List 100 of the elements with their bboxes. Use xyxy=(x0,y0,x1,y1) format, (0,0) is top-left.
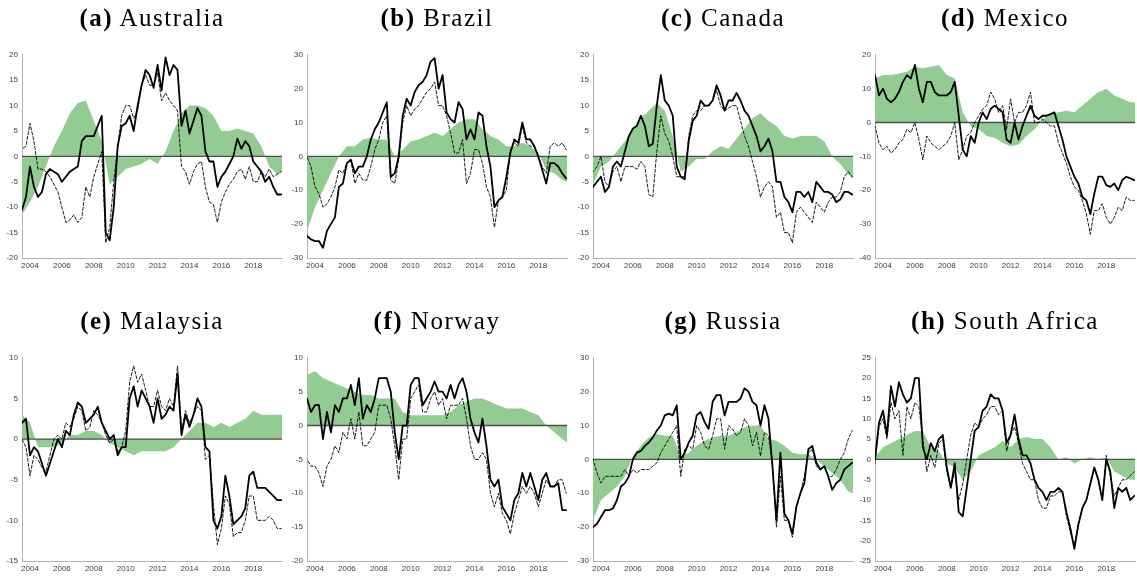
x-tick-label: 2016 xyxy=(783,261,802,270)
y-tick-label: 10 xyxy=(862,413,872,423)
y-tick-label: -15 xyxy=(6,227,19,237)
x-tick-label: 2014 xyxy=(751,564,770,573)
x-tick-label: 2010 xyxy=(687,261,707,270)
x-tick-label: 2010 xyxy=(116,564,136,573)
x-tick-label: 2004 xyxy=(306,564,325,573)
x-tick-label: 2018 xyxy=(244,564,263,573)
y-tick-label: -5 xyxy=(581,177,590,186)
y-tick-label: 25 xyxy=(862,353,872,362)
x-tick-label: 2012 xyxy=(1001,564,1021,573)
x-tick-label: 2018 xyxy=(529,261,548,270)
x-tick-label: 2008 xyxy=(84,564,104,573)
x-tick-label: 2004 xyxy=(21,564,40,573)
y-tick-label: -10 xyxy=(291,488,304,498)
x-tick-label: 2012 xyxy=(148,564,168,573)
x-tick-label: 2008 xyxy=(369,564,389,573)
y-tick-label: 5 xyxy=(298,386,304,396)
chart-title: (a) Australia xyxy=(79,3,225,33)
y-tick-label: -20 xyxy=(291,219,304,229)
x-tick-label: 2006 xyxy=(337,261,357,270)
x-tick-label: 2008 xyxy=(937,261,957,270)
x-tick-label: 2008 xyxy=(655,564,675,573)
y-tick-label: -20 xyxy=(577,522,590,532)
y-tick-label: -25 xyxy=(859,556,872,566)
x-tick-label: 2004 xyxy=(874,564,893,573)
x-tick-label: 2006 xyxy=(337,564,357,573)
x-tick-label: 2006 xyxy=(905,261,925,270)
y-tick-label: 0 xyxy=(866,454,872,464)
x-tick-label: 2018 xyxy=(815,564,834,573)
x-tick-label: 2008 xyxy=(84,261,104,270)
x-tick-label: 2010 xyxy=(969,261,989,270)
x-tick-label: 2004 xyxy=(592,564,611,573)
x-tick-label: 2018 xyxy=(815,261,834,270)
y-tick-label: 20 xyxy=(862,50,872,59)
x-tick-label: 2018 xyxy=(529,564,548,573)
x-tick-label: 2016 xyxy=(1065,261,1084,270)
x-tick-label: 2006 xyxy=(905,564,925,573)
x-tick-label: 2014 xyxy=(465,261,484,270)
y-tick-label: -5 xyxy=(863,474,872,484)
y-tick-label: 15 xyxy=(862,393,872,403)
x-tick-label: 2010 xyxy=(401,564,421,573)
y-tick-label: -20 xyxy=(859,535,872,545)
y-tick-label: 10 xyxy=(580,100,590,110)
x-tick-label: 2018 xyxy=(1097,564,1116,573)
x-tick-label: 2006 xyxy=(52,564,72,573)
chart-title: (f) Norway xyxy=(373,306,501,336)
y-tick-label: -10 xyxy=(6,515,19,525)
x-tick-label: 2016 xyxy=(212,261,231,270)
y-tick-label: 0 xyxy=(13,434,19,444)
y-tick-label: -5 xyxy=(295,454,304,464)
y-tick-label: 15 xyxy=(9,75,19,85)
x-tick-label: 2016 xyxy=(212,564,231,573)
x-tick-label: 2014 xyxy=(1033,261,1052,270)
x-tick-label: 2012 xyxy=(1001,261,1021,270)
x-tick-label: 2010 xyxy=(401,261,421,270)
x-tick-label: 2016 xyxy=(497,261,516,270)
x-tick-label: 2018 xyxy=(1097,261,1116,270)
x-tick-label: 2010 xyxy=(687,564,707,573)
y-tick-label: -10 xyxy=(859,151,872,161)
y-tick-label: 20 xyxy=(294,83,304,93)
y-tick-label: 10 xyxy=(294,117,304,127)
x-tick-label: 2012 xyxy=(719,564,739,573)
y-tick-label: 0 xyxy=(584,454,590,464)
x-tick-label: 2006 xyxy=(52,261,72,270)
y-tick-label: -15 xyxy=(577,227,590,237)
x-tick-label: 2008 xyxy=(937,564,957,573)
y-tick-label: -5 xyxy=(10,177,19,186)
x-tick-label: 2008 xyxy=(655,261,675,270)
y-tick-label: -5 xyxy=(10,474,19,484)
y-tick-label: -30 xyxy=(291,253,304,263)
x-tick-label: 2014 xyxy=(751,261,770,270)
x-tick-label: 2012 xyxy=(433,564,453,573)
x-tick-label: 2004 xyxy=(306,261,325,270)
x-tick-label: 2012 xyxy=(433,261,453,270)
x-tick-label: 2008 xyxy=(369,261,389,270)
x-tick-label: 2018 xyxy=(244,261,263,270)
x-tick-label: 2014 xyxy=(180,261,199,270)
y-tick-label: 0 xyxy=(298,420,304,430)
x-tick-label: 2010 xyxy=(116,261,136,270)
y-tick-label: -20 xyxy=(6,253,19,263)
y-tick-label: 5 xyxy=(13,126,19,136)
y-tick-label: -30 xyxy=(577,556,590,566)
y-tick-label: 5 xyxy=(866,434,872,444)
y-tick-label: -15 xyxy=(859,515,872,525)
x-tick-label: 2016 xyxy=(1065,564,1084,573)
x-tick-label: 2014 xyxy=(1033,564,1052,573)
x-tick-label: 2016 xyxy=(783,564,802,573)
y-tick-label: 10 xyxy=(294,353,304,362)
chart-title: (h) South Africa xyxy=(911,306,1099,336)
y-tick-label: 0 xyxy=(584,151,590,161)
y-tick-label: -10 xyxy=(577,488,590,498)
y-tick-label: -15 xyxy=(6,556,19,566)
chart-title: (e) Malaysia xyxy=(80,306,224,336)
y-tick-label: -10 xyxy=(6,202,19,212)
x-tick-label: 2012 xyxy=(148,261,168,270)
x-tick-label: 2006 xyxy=(623,261,643,270)
y-tick-label: 0 xyxy=(866,117,872,127)
y-tick-label: 10 xyxy=(9,100,19,110)
x-tick-label: 2010 xyxy=(969,564,989,573)
